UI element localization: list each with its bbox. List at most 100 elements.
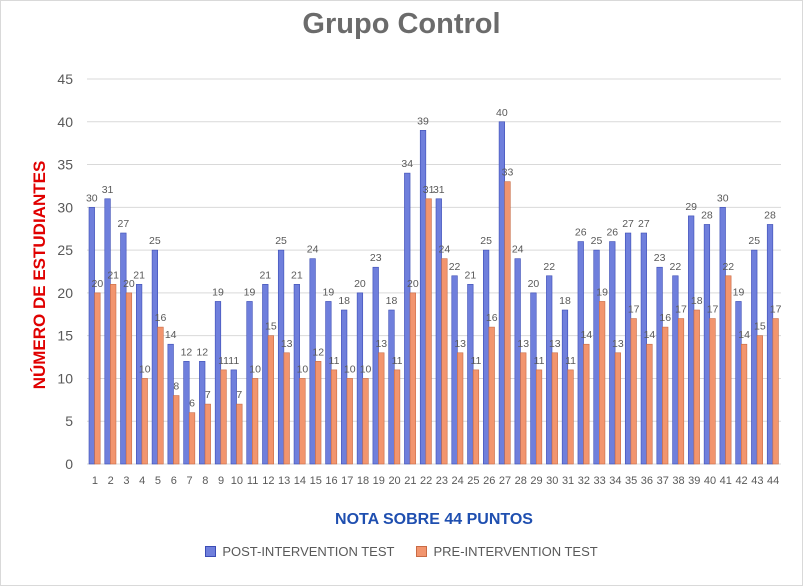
bar-pre [551, 352, 558, 465]
data-label: 21 [465, 269, 477, 281]
data-label: 25 [748, 235, 760, 247]
bar-pre [693, 309, 700, 465]
bar-post [419, 130, 427, 465]
bar-pre [94, 292, 101, 465]
data-label: 18 [559, 295, 571, 307]
bar-post [404, 172, 411, 465]
legend: POST-INTERVENTION TEST PRE-INTERVENTION … [0, 544, 803, 559]
bar-post [199, 361, 206, 465]
x-tick-label: 12 [262, 475, 274, 487]
bar-post [151, 249, 158, 465]
bar-pre [204, 403, 211, 465]
bar-post [561, 309, 569, 465]
data-label: 17 [707, 304, 719, 316]
x-tick-label: 24 [452, 475, 464, 487]
data-label: 15 [265, 321, 277, 333]
bar-post [766, 224, 774, 465]
bar-post [167, 343, 174, 465]
x-tick-label: 36 [641, 475, 653, 487]
bar-post [309, 258, 316, 465]
bar-post [593, 249, 600, 465]
bar-post [372, 266, 379, 465]
data-label: 11 [470, 355, 481, 367]
data-label: 13 [281, 338, 293, 350]
bar-pre [409, 292, 416, 465]
x-tick-label: 7 [186, 475, 192, 487]
data-label: 11 [392, 355, 403, 367]
x-tick-label: 16 [325, 475, 337, 487]
data-label: 31 [423, 184, 435, 196]
data-label: 11 [218, 355, 229, 367]
x-tick-label: 32 [578, 475, 590, 487]
x-tick-label: 43 [751, 475, 763, 487]
data-label: 17 [770, 304, 782, 316]
data-label: 21 [259, 269, 271, 281]
y-tick-label: 20 [57, 285, 73, 301]
bar-post [277, 249, 285, 465]
y-tick-label: 10 [57, 370, 73, 386]
bar-post [325, 301, 332, 465]
bar-post [451, 275, 458, 465]
data-label: 33 [502, 167, 514, 179]
data-label: 18 [338, 295, 350, 307]
data-label: 27 [118, 218, 130, 230]
bar-post [656, 266, 663, 465]
x-tick-label: 9 [218, 475, 224, 487]
data-label: 19 [212, 286, 224, 298]
bar-post [230, 369, 237, 465]
data-label: 13 [612, 338, 624, 350]
legend-label-pre: PRE-INTERVENTION TEST [433, 544, 598, 559]
bar-pre [441, 258, 448, 465]
bar-pre [488, 326, 495, 465]
bar-pre [393, 369, 401, 465]
x-tick-label: 15 [310, 475, 322, 487]
data-label: 17 [675, 304, 687, 316]
bar-pre [520, 352, 527, 465]
x-tick-label: 37 [657, 475, 669, 487]
bar-pre [236, 403, 243, 465]
bar-pre [535, 369, 543, 465]
bar-pre [267, 335, 275, 465]
legend-swatch-pre [416, 546, 428, 557]
bar-pre [378, 352, 385, 465]
x-tick-label: 28 [515, 475, 527, 487]
legend-label-post: POST-INTERVENTION TEST [222, 544, 395, 559]
bar-pre [725, 275, 732, 465]
x-axis-label: NOTA SOBRE 44 PUNTOS [335, 511, 533, 528]
data-label: 17 [628, 304, 640, 316]
data-label: 16 [155, 312, 167, 324]
data-label: 13 [454, 338, 466, 350]
legend-item-post: POST-INTERVENTION TEST [205, 544, 394, 559]
x-tick-label: 23 [436, 475, 448, 487]
bar-post [356, 292, 364, 465]
x-tick-label: 35 [625, 475, 637, 487]
bar-pre [583, 343, 590, 465]
x-tick-label: 38 [672, 475, 684, 487]
bar-post [246, 301, 253, 465]
data-label: 11 [228, 355, 239, 367]
bar-post [609, 241, 616, 465]
data-label: 27 [622, 218, 634, 230]
data-label: 13 [549, 338, 561, 350]
x-tick-label: 44 [767, 475, 779, 487]
data-label: 20 [528, 278, 540, 290]
data-label: 23 [654, 252, 666, 264]
y-tick-label: 15 [57, 328, 73, 344]
data-label: 20 [92, 278, 104, 290]
data-label: 25 [480, 235, 492, 247]
chart-title: Grupo Control [302, 8, 501, 40]
x-tick-label: 14 [294, 475, 306, 487]
x-tick-label: 30 [546, 475, 558, 487]
data-label: 26 [575, 227, 587, 239]
bar-post [577, 241, 584, 465]
data-label: 21 [133, 269, 145, 281]
bar-pre [567, 369, 574, 465]
data-label: 12 [312, 346, 324, 358]
data-label: 12 [181, 346, 193, 358]
bar-post [388, 309, 395, 465]
data-label: 24 [439, 244, 451, 256]
data-label: 30 [717, 192, 729, 204]
data-label: 10 [360, 363, 372, 375]
bar-post [136, 284, 143, 465]
bar-post [483, 249, 490, 465]
